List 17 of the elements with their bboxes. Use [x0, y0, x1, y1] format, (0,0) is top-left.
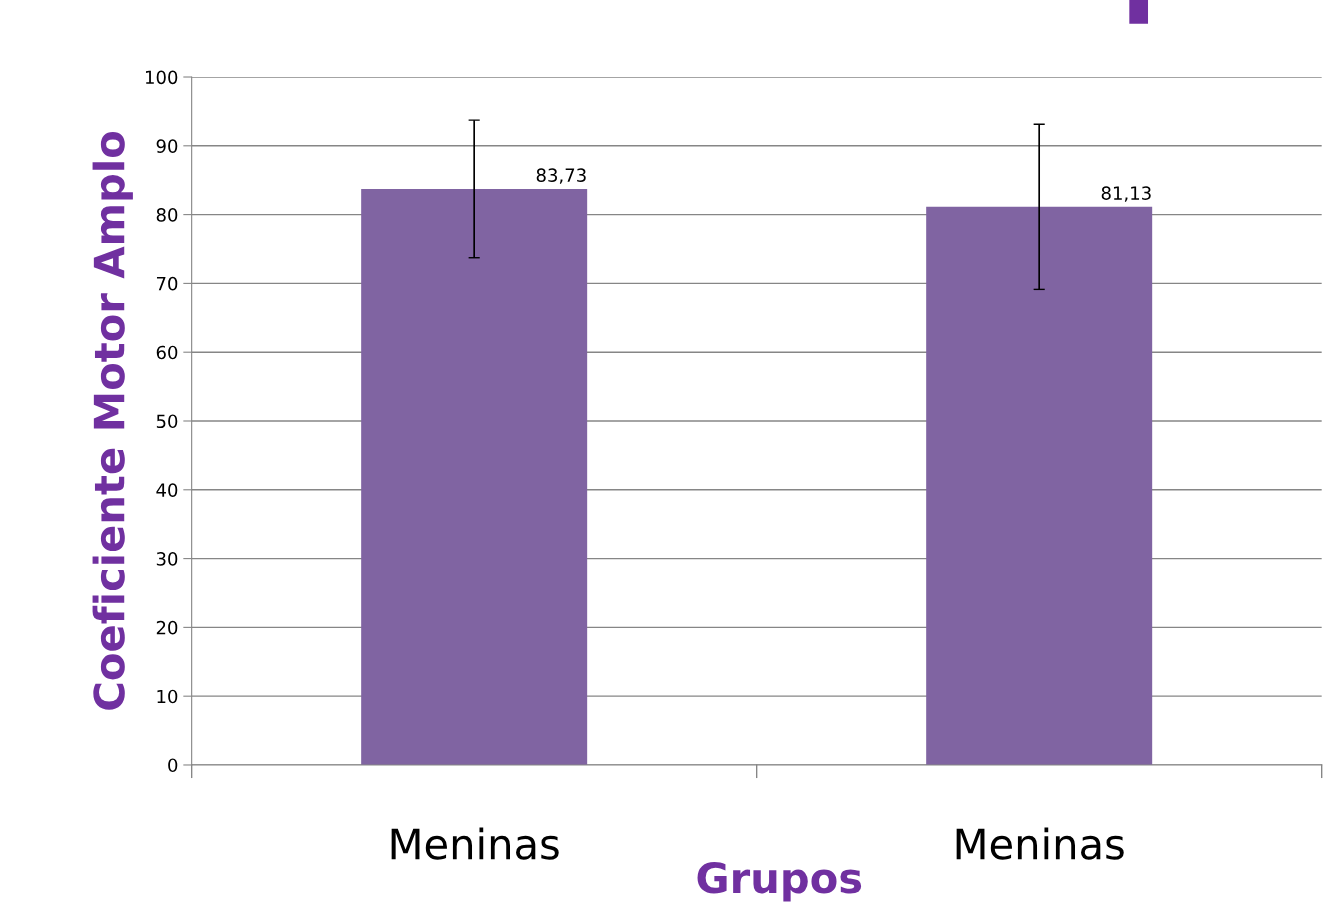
y-tick-label: 30 — [156, 552, 178, 566]
y-tick-label: 90 — [156, 139, 178, 153]
y-tick-label: 10 — [157, 689, 178, 704]
y-tick-label: 70 — [156, 276, 178, 291]
x-tick-label: Meninas — [391, 827, 559, 860]
y-tick-label: 20 — [156, 620, 178, 635]
x-axis-title: Grupos — [697, 862, 862, 902]
y-axis-title: Coeficiente Motor Amplo — [92, 132, 133, 710]
y-tick-label: 50 — [156, 414, 178, 429]
data-label: 83,73 — [536, 168, 586, 184]
data-label: 81,13 — [1101, 186, 1151, 202]
y-tick-label: 60 — [156, 345, 178, 360]
x-tick-label: Meninas — [956, 827, 1124, 860]
y-tick-label: 80 — [156, 208, 178, 222]
y-tick-label: 40 — [156, 483, 178, 497]
y-tick-label: 100 — [145, 70, 178, 85]
y-tick-label: 0 — [168, 758, 178, 773]
